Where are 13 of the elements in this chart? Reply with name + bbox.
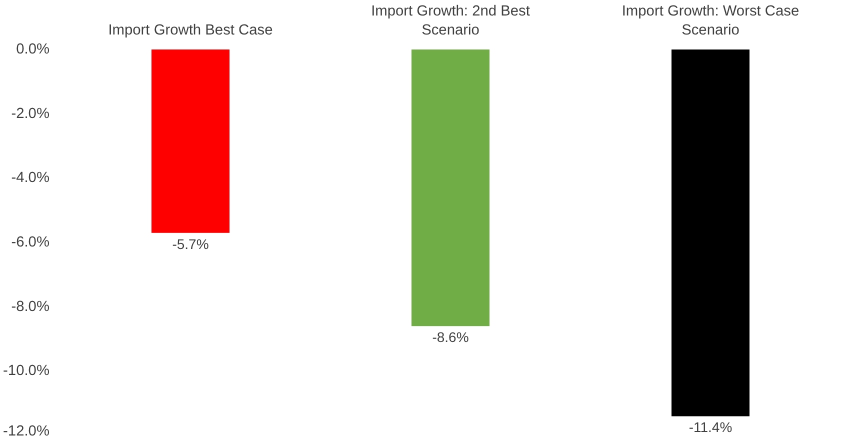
y-tick-label: -4.0%	[11, 170, 50, 186]
x-tick-label: Import Growth Best Case	[108, 22, 273, 38]
data-label: -8.6%	[432, 329, 469, 346]
y-tick-label: -6.0%	[11, 234, 50, 250]
y-tick-label: -10.0%	[3, 363, 50, 380]
x-tick-label: Import Growth: Worst Case Scenario	[622, 3, 800, 38]
y-tick-label: 0.0%	[16, 42, 50, 58]
data-label: -5.7%	[172, 236, 209, 252]
y-tick-label: -2.0%	[11, 106, 50, 122]
data-label: -11.4%	[688, 419, 732, 436]
y-tick-label: -12.0%	[3, 424, 50, 439]
x-tick-label: Import Growth: 2nd Best Scenario	[371, 3, 530, 38]
y-tick-label: -8.0%	[11, 298, 50, 315]
